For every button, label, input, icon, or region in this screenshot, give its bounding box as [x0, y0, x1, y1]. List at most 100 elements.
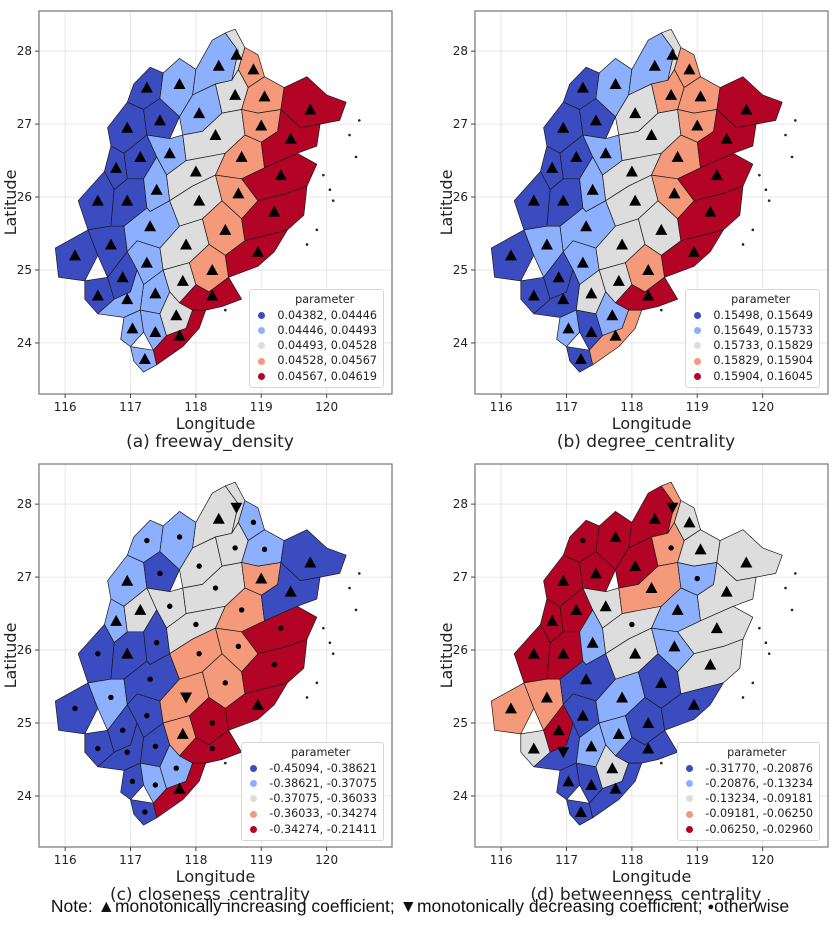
x-tick-label: 119: [686, 400, 709, 414]
y-tick-label: 27: [453, 570, 468, 584]
legend-entry: -0.36033, -0.34274: [248, 806, 377, 821]
note-increasing-text: monotonically increasing coefficient;: [114, 896, 400, 916]
other-marker: [694, 575, 700, 582]
map-plot: 116 117 118 119 120 24 25 26 27 28 Longitude Latitu…: [1, 463, 393, 886]
other-marker: [580, 537, 586, 544]
legend-label: 0.15904, 0.16045: [713, 369, 813, 383]
increasing-marker: [258, 90, 271, 102]
other-marker: [95, 745, 101, 752]
increasing-marker: [585, 287, 598, 299]
legend-label: -0.13234, -0.09181: [705, 792, 813, 806]
increasing-marker: [606, 762, 619, 774]
island: [764, 641, 768, 645]
increasing-marker: [540, 238, 553, 250]
increasing-marker: [140, 256, 153, 268]
increasing-marker: [235, 150, 248, 162]
legend: parameter -0.31770, -0.20876 -0.20876, -0.…: [677, 742, 820, 841]
increasing-marker: [648, 512, 661, 524]
increasing-marker: [193, 107, 206, 119]
plot-frame: [474, 463, 829, 848]
y-tick-label: 28: [453, 497, 468, 511]
legend-swatch-icon: [694, 342, 702, 350]
increasing-marker: [504, 249, 517, 261]
increasing-marker: [687, 698, 700, 710]
legend-entry: -0.38621, -0.37075: [248, 776, 377, 791]
island: [315, 228, 319, 232]
y-tick-label: 25: [17, 263, 32, 277]
legend: parameter 0.15498, 0.15649 0.15649, 0.1573…: [685, 289, 820, 388]
island: [764, 188, 768, 192]
island: [328, 641, 332, 645]
increasing-marker: [574, 805, 587, 817]
increasing-marker: [212, 59, 225, 71]
other-marker: [278, 625, 284, 631]
increasing-marker: [612, 727, 625, 739]
increasing-marker: [609, 77, 622, 89]
increasing-marker: [284, 132, 297, 144]
y-tick-label: 26: [17, 643, 32, 657]
increasing-marker: [616, 691, 629, 703]
island: [751, 228, 755, 232]
increasing-marker: [206, 289, 219, 301]
increasing-marker: [574, 352, 587, 364]
decreasing-marker: [557, 747, 570, 759]
increasing-marker: [189, 165, 202, 177]
x-tick-label: 117: [119, 853, 142, 867]
increasing-marker: [91, 289, 104, 301]
legend-label: -0.09181, -0.06250: [705, 807, 813, 821]
increasing-marker: [668, 187, 681, 199]
legend-entry: 0.04528, 0.04567: [256, 353, 377, 368]
increasing-marker: [546, 161, 559, 173]
increasing-marker: [683, 516, 696, 528]
other-marker: [72, 705, 78, 712]
increasing-marker: [209, 129, 222, 141]
increasing-marker: [616, 238, 629, 250]
increasing-marker: [629, 560, 642, 572]
legend-title: parameter: [295, 293, 355, 307]
map-plot: 116 117 118 119 120 24 25 26 27 28 Longitude Latitu…: [437, 463, 829, 886]
increasing-marker: [585, 325, 598, 337]
legend-label: -0.31770, -0.20876: [705, 761, 813, 775]
island: [331, 199, 335, 202]
increasing-marker: [149, 325, 162, 337]
increasing-marker: [671, 150, 684, 162]
increasing-marker: [121, 293, 134, 305]
x-tick-label: 116: [490, 400, 513, 414]
increasing-marker: [150, 183, 163, 195]
island: [784, 133, 787, 137]
legend-swatch-icon: [250, 825, 258, 833]
legend-swatch-icon: [694, 357, 702, 365]
other-marker: [108, 694, 114, 701]
legend-swatch-icon: [694, 372, 702, 380]
increasing-marker: [116, 271, 129, 283]
other-marker: [196, 563, 202, 569]
increasing-marker: [585, 778, 598, 790]
legend-swatch-icon: [258, 342, 266, 350]
y-tick-label: 27: [17, 117, 32, 131]
island: [305, 243, 309, 246]
increasing-marker: [609, 530, 622, 542]
dot-icon: ●: [707, 901, 715, 913]
increasing-marker: [134, 150, 147, 162]
increasing-marker: [173, 77, 186, 89]
increasing-marker: [173, 782, 186, 794]
legend-entry: -0.20876, -0.13234: [684, 776, 813, 791]
y-tick-label: 27: [17, 570, 32, 584]
increasing-marker: [691, 119, 704, 131]
island: [358, 572, 361, 575]
island: [751, 681, 755, 685]
other-marker: [271, 661, 278, 668]
increasing-marker: [710, 169, 723, 181]
other-marker: [629, 621, 635, 628]
increasing-marker: [251, 698, 264, 710]
island: [348, 133, 351, 137]
y-tick-label: 24: [453, 336, 468, 350]
x-tick-label: 120: [315, 400, 338, 414]
x-tick-label: 117: [555, 853, 578, 867]
legend-label: 0.04493, 0.04528: [277, 339, 377, 353]
increasing-marker: [173, 329, 186, 341]
legend-entry: 0.04446, 0.04493: [256, 323, 377, 338]
legend-entry: -0.09181, -0.06250: [684, 806, 813, 821]
increasing-marker: [655, 223, 668, 235]
other-marker: [142, 809, 148, 815]
